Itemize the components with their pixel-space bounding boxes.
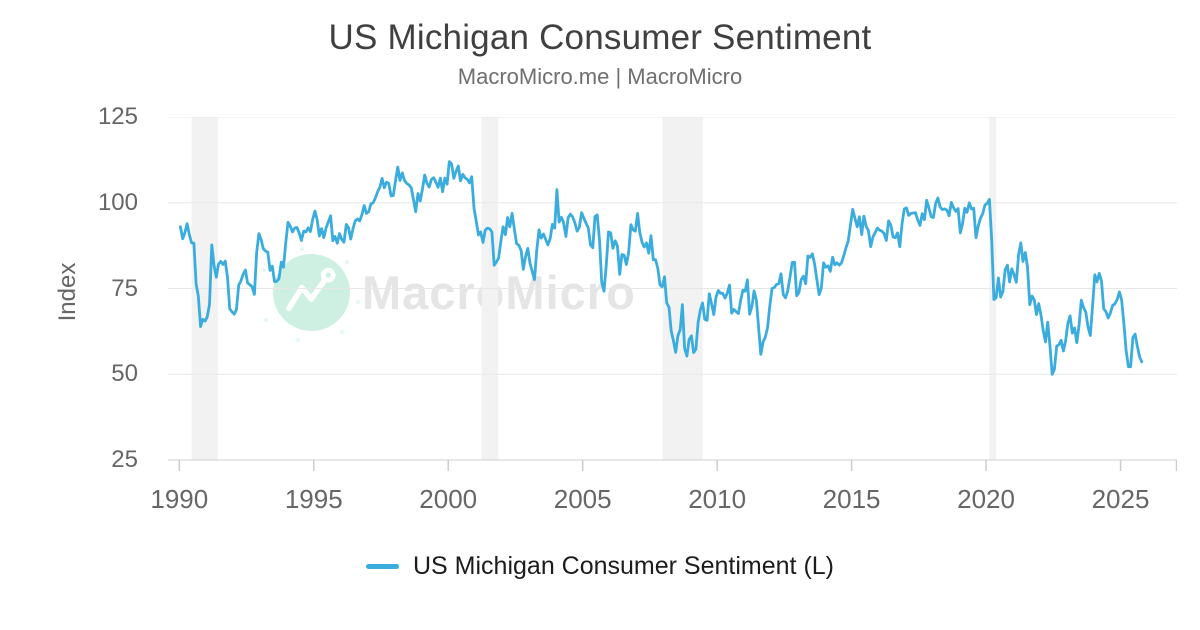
y-tick-label-100: 100 (97, 188, 138, 216)
y-axis-title: Index (54, 262, 81, 322)
x-tick-label-1990: 1990 (150, 484, 209, 514)
watermark-dot (356, 300, 360, 304)
x-tick-label-2025: 2025 (1091, 484, 1150, 514)
macromicro-mountain-logo-icon (286, 267, 336, 312)
watermark-dot (262, 268, 266, 272)
y-tick-label-125: 125 (97, 103, 138, 130)
series-lines (178, 160, 1144, 376)
y-tick-label-25: 25 (111, 446, 138, 473)
x-tick-label-1995: 1995 (284, 484, 343, 514)
watermark-dot (264, 318, 268, 322)
chart-legend: US Michigan Consumer Sentiment (L) (0, 552, 1200, 581)
y-tick-label-75: 75 (111, 274, 138, 302)
legend-label: US Michigan Consumer Sentiment (L) (413, 552, 834, 580)
watermark-dot (300, 247, 304, 251)
x-tick-label-2015: 2015 (822, 484, 881, 514)
x-axis (168, 459, 1177, 471)
legend-item-sentiment[interactable]: US Michigan Consumer Sentiment (L) (366, 552, 834, 581)
watermark-logo-circle (273, 254, 350, 331)
x-tick-label-2020: 2020 (957, 484, 1015, 514)
watermark-dot (296, 338, 300, 342)
legend-line-swatch (366, 564, 399, 569)
gridlines (168, 117, 1177, 375)
watermark-dot (345, 260, 349, 264)
x-tick-label-2000: 2000 (419, 484, 478, 514)
sentiment-line-chart[interactable] (168, 117, 1177, 477)
y-tick-label-50: 50 (111, 360, 138, 388)
watermark-brand-text: MacroMicro (362, 266, 636, 319)
watermark-dot (340, 330, 344, 334)
chart-subtitle: MacroMicro.me | MacroMicro (457, 64, 743, 89)
chart-title: US Michigan Consumer Sentiment (328, 18, 872, 57)
x-tick-label-2005: 2005 (553, 484, 612, 514)
sentiment-series-line[interactable] (178, 160, 1144, 376)
x-tick-label-2010: 2010 (688, 484, 747, 514)
